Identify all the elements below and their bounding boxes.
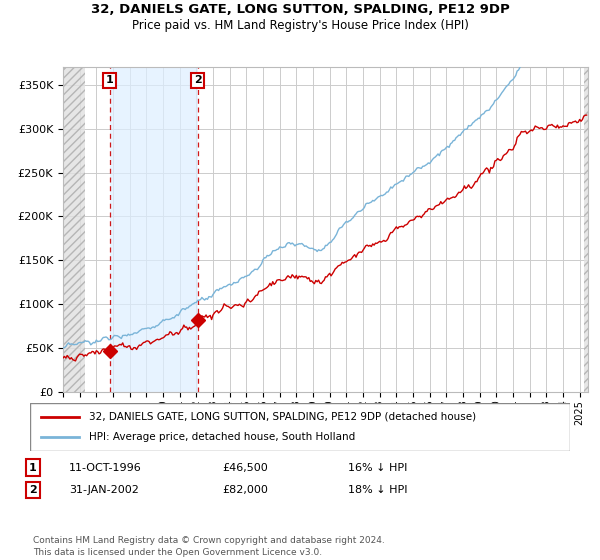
Text: 2: 2 <box>194 76 202 85</box>
Bar <box>63 67 85 392</box>
FancyBboxPatch shape <box>30 403 570 451</box>
Text: 1: 1 <box>29 463 37 473</box>
Text: 31-JAN-2002: 31-JAN-2002 <box>69 485 139 495</box>
Text: 16% ↓ HPI: 16% ↓ HPI <box>348 463 407 473</box>
Text: Price paid vs. HM Land Registry's House Price Index (HPI): Price paid vs. HM Land Registry's House … <box>131 19 469 32</box>
Text: Contains HM Land Registry data © Crown copyright and database right 2024.
This d: Contains HM Land Registry data © Crown c… <box>33 536 385 557</box>
Text: 32, DANIELS GATE, LONG SUTTON, SPALDING, PE12 9DP (detached house): 32, DANIELS GATE, LONG SUTTON, SPALDING,… <box>89 412 476 422</box>
Bar <box>110 67 197 392</box>
Text: £46,500: £46,500 <box>222 463 268 473</box>
Text: HPI: Average price, detached house, South Holland: HPI: Average price, detached house, Sout… <box>89 432 356 442</box>
Bar <box>584 67 588 392</box>
Text: 32, DANIELS GATE, LONG SUTTON, SPALDING, PE12 9DP: 32, DANIELS GATE, LONG SUTTON, SPALDING,… <box>91 3 509 16</box>
Text: 1: 1 <box>106 76 113 85</box>
Text: 11-OCT-1996: 11-OCT-1996 <box>69 463 142 473</box>
Text: £82,000: £82,000 <box>222 485 268 495</box>
Text: 2: 2 <box>29 485 37 495</box>
Text: 18% ↓ HPI: 18% ↓ HPI <box>348 485 407 495</box>
